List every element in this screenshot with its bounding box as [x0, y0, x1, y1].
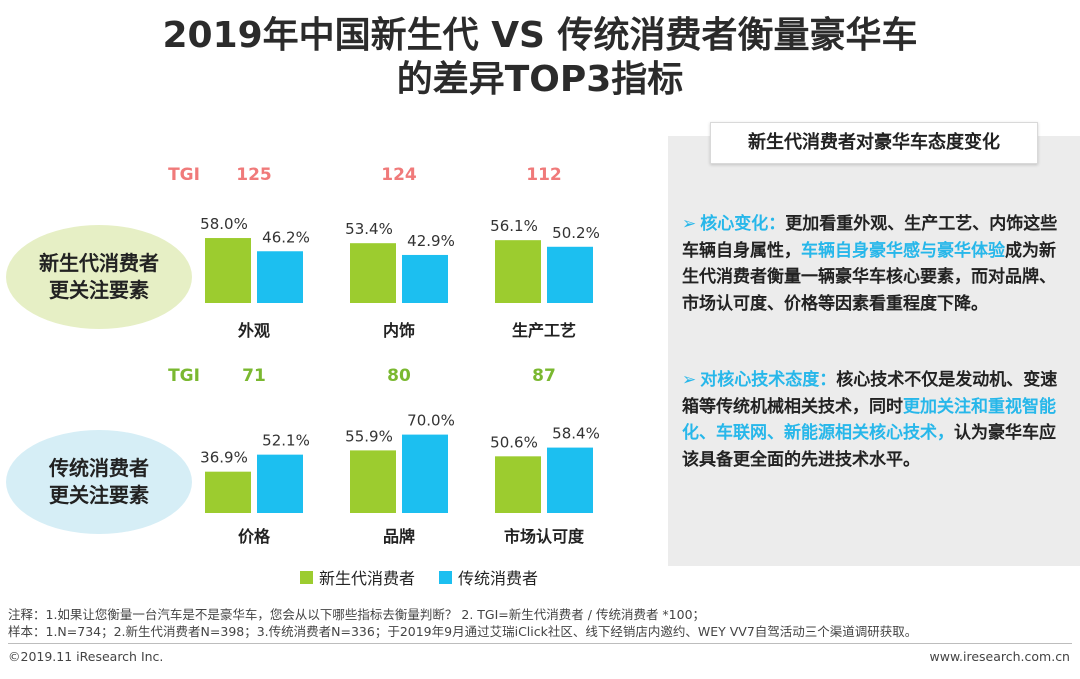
p1-text2: 成为新生代消费者衡量一辆豪华车核心要素，而对品牌、市场认可度、价格等因素看重程度… — [682, 240, 1056, 314]
category-label: 外观 — [237, 321, 270, 340]
legend-swatch-new-gen — [300, 570, 313, 584]
footer-copyright: ©2019.11 iResearch Inc. — [8, 649, 164, 664]
p2-text2: 认为豪华车应该具备更全面的先进技术水平。 — [682, 423, 1056, 470]
data-label: 42.9% — [407, 232, 455, 250]
panel-paragraph-tech-attitude: ➢ 对核心技术态度：核心技术不仅是发动机、变速箱等传统机械相关技术，同时更加关注和… — [682, 367, 1067, 473]
data-label: 56.1% — [490, 217, 538, 235]
bar-new-gen — [350, 450, 396, 513]
bar-new-gen — [205, 238, 251, 303]
data-label: 53.4% — [345, 220, 393, 238]
bar-new-gen — [205, 471, 251, 513]
data-label: 50.6% — [490, 433, 538, 451]
tgi-axis-label: TGI — [168, 165, 200, 185]
chart-legend: 新生代消费者 传统消费者 — [300, 565, 562, 589]
bar-new-gen — [495, 240, 541, 303]
row-label-traditional-line2: 更关注要素 — [49, 483, 149, 507]
attitude-panel — [668, 136, 1080, 566]
data-label: 55.9% — [345, 427, 393, 445]
category-label: 价格 — [238, 527, 271, 546]
title-line-1: 2019年中国新生代 VS 传统消费者衡量豪华车 — [162, 15, 918, 56]
bullet-arrow-icon: ➢ — [682, 214, 697, 234]
row-label-new-gen: 新生代消费者 更关注要素 — [6, 225, 192, 329]
p1-text1: 更加看重外观、生产工艺、内饰这些车辆自身属性， — [682, 214, 1058, 261]
tgi-value: 125 — [236, 165, 272, 185]
data-label: 70.0% — [407, 412, 455, 430]
legend-label-new-gen: 新生代消费者 — [319, 569, 416, 588]
tgi-value: 112 — [526, 165, 562, 185]
category-label: 品牌 — [383, 527, 415, 546]
p2-highlight: 更加关注和重视智能化、车联网、新能源相关核心技术， — [682, 396, 1056, 444]
p2-text1: 核心技术不仅是发动机、变速箱等传统机械相关技术，同时 — [682, 370, 1058, 417]
tgi-value: 80 — [387, 366, 411, 386]
title-line-2: 的差异TOP3指标 — [396, 59, 684, 100]
panel-title: 新生代消费者对豪华车态度变化 — [710, 122, 1038, 164]
bar-traditional — [402, 254, 448, 303]
footnotes: 注释：1.如果让您衡量一台汽车是不是豪华车，您会从以下哪些指标去衡量判断？ 2.… — [8, 606, 917, 640]
legend-item-traditional: 传统消费者 — [439, 565, 538, 589]
category-label: 市场认可度 — [504, 527, 585, 546]
p1-lead: 核心变化： — [700, 214, 786, 234]
bar-traditional — [257, 454, 303, 513]
bar-traditional — [547, 246, 593, 303]
panel-paragraph-core-change: ➢ 核心变化：更加看重外观、生产工艺、内饰这些车辆自身属性，车辆自身豪华感与豪华体… — [682, 211, 1067, 317]
bar-traditional — [547, 447, 593, 513]
bullet-arrow-icon: ➢ — [682, 370, 697, 390]
data-label: 50.2% — [552, 224, 600, 242]
note-line-2: 样本：1.N=734；2.新生代消费者N=398；3.传统消费者N=336；于2… — [8, 624, 918, 639]
bar-traditional — [257, 251, 303, 303]
page-title: 2019年中国新生代 VS 传统消费者衡量豪华车 的差异TOP3指标 — [0, 14, 1080, 102]
legend-swatch-traditional — [439, 570, 453, 584]
footer-divider — [8, 643, 1072, 644]
p1-highlight: 车辆自身豪华感与豪华体验 — [801, 240, 1005, 261]
data-label: 58.4% — [552, 425, 600, 443]
data-label: 36.9% — [200, 449, 248, 467]
tgi-value: 71 — [242, 366, 266, 386]
row-label-new-gen-line2: 更关注要素 — [49, 278, 149, 302]
tgi-value: 87 — [532, 366, 556, 386]
bar-traditional — [402, 434, 448, 513]
p2-lead: 对核心技术态度： — [700, 370, 837, 390]
bar-new-gen — [350, 243, 396, 303]
footer-url: www.iresearch.com.cn — [929, 649, 1071, 664]
note-line-1: 注释：1.如果让您衡量一台汽车是不是豪华车，您会从以下哪些指标去衡量判断？ 2.… — [8, 607, 706, 622]
tgi-value: 124 — [381, 165, 417, 185]
tgi-axis-label: TGI — [168, 366, 200, 386]
bar-new-gen — [495, 456, 541, 513]
category-label: 内饰 — [383, 321, 415, 340]
legend-item-new-gen: 新生代消费者 — [300, 565, 415, 589]
data-label: 52.1% — [262, 432, 310, 450]
row-label-traditional: 传统消费者 更关注要素 — [6, 430, 192, 534]
bar-charts: TGI 125 58.0% 46.2% 外观 124 53.4% 42.9% 内饰 112 56.1… — [168, 165, 600, 546]
legend-label-traditional: 传统消费者 — [458, 569, 539, 588]
category-label: 生产工艺 — [512, 321, 576, 340]
row-label-new-gen-line1: 新生代消费者 — [39, 251, 159, 275]
data-label: 58.0% — [200, 215, 248, 233]
row-label-traditional-line1: 传统消费者 — [49, 456, 149, 480]
data-label: 46.2% — [262, 228, 310, 246]
